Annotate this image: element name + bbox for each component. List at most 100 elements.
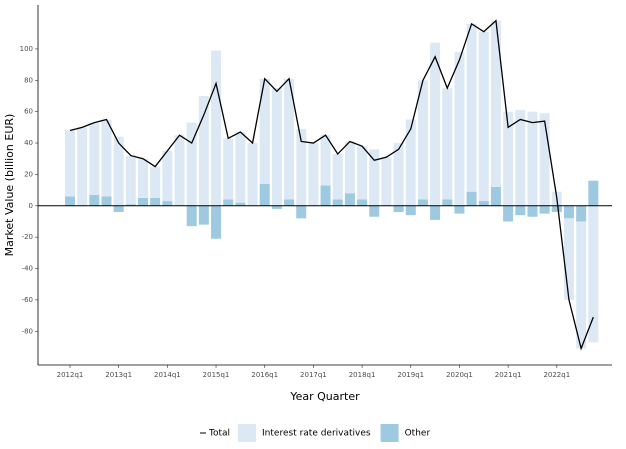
bar-segment [515, 205, 526, 216]
y-tick-label: -40 [22, 265, 33, 273]
x-axis-title: Year Quarter [289, 390, 360, 403]
bar-segment [357, 146, 368, 200]
plot-area [38, 19, 612, 351]
bar-segment [490, 186, 501, 206]
x-tick-label: 2018q1 [349, 371, 376, 379]
bar-segment [125, 155, 136, 205]
bar-segment [539, 113, 550, 206]
bar-segment [527, 111, 538, 206]
x-tick-label: 2015q1 [203, 371, 230, 379]
bar-segment [113, 205, 124, 213]
bar-segment [211, 205, 222, 239]
bar-segment [576, 205, 587, 222]
bar-segment [478, 201, 489, 206]
bar-segment [576, 221, 587, 349]
bar-segment [320, 135, 331, 186]
bar-segment [235, 132, 246, 203]
bar-segment [101, 119, 112, 197]
legend-label: Total [208, 429, 230, 439]
bar-segment [89, 194, 100, 206]
bar-segment [515, 110, 526, 206]
bar-segment [393, 143, 404, 206]
y-tick-label: 40 [24, 139, 33, 147]
bar-segment [442, 199, 453, 206]
total-line [69, 19, 594, 351]
bar-segment [65, 130, 75, 197]
bar-segment [454, 52, 465, 206]
bar-segment [223, 199, 234, 206]
legend-key [380, 424, 399, 442]
bar-segment [235, 202, 246, 206]
bar-segment [381, 157, 392, 206]
bar-segment [503, 111, 514, 206]
x-tick-label: 2017q1 [300, 371, 327, 379]
bar-segment [393, 205, 404, 213]
bar-segment [551, 205, 562, 213]
bar-segment [417, 199, 428, 206]
bar-segment [405, 205, 416, 216]
bar-segment [442, 88, 453, 200]
bar-segment [113, 136, 124, 206]
bar-segment [174, 135, 185, 206]
bar-segment [138, 158, 149, 198]
bar-segment [430, 205, 441, 220]
y-tick-label: 20 [24, 170, 33, 178]
bar-segment [369, 205, 380, 217]
legend-label: Other [405, 429, 431, 439]
bar-segment [466, 23, 477, 192]
bar-segment [150, 166, 161, 198]
bar-segment [101, 196, 112, 206]
x-tick-label: 2013q1 [105, 371, 132, 379]
bar-segment [65, 196, 75, 206]
bar-segment [125, 204, 136, 206]
bar-segment [320, 185, 331, 206]
x-tick-label: 2014q1 [154, 371, 181, 379]
bar-segment [259, 183, 270, 206]
bar-segment [223, 138, 234, 200]
bar-segment [259, 78, 270, 184]
x-tick-label: 2022q1 [543, 371, 570, 379]
bar-segment [478, 31, 489, 202]
bar-segment [369, 149, 380, 206]
bar-segment [186, 205, 197, 227]
bar-segment [198, 205, 209, 225]
y-axis-title: Market Value (billion EUR) [3, 114, 16, 257]
bar-segment [138, 197, 149, 206]
legend-key [238, 424, 257, 442]
y-tick-label: -60 [22, 296, 33, 304]
y-tick-label: 100 [20, 45, 33, 53]
bar-segment [344, 193, 355, 206]
bar-segment [247, 143, 258, 206]
bar-segment [332, 199, 343, 206]
bar-segment [198, 95, 209, 206]
bar-segment [284, 78, 295, 200]
y-tick-label: 80 [24, 76, 33, 84]
bar-segment [296, 205, 307, 219]
bar-segment [89, 122, 100, 195]
y-tick-label: -80 [22, 327, 33, 335]
bar-segment [430, 42, 441, 206]
y-tick-label: -20 [22, 233, 33, 241]
bar-segment [162, 150, 173, 202]
bar-segment [211, 50, 222, 206]
bar-segment [271, 205, 282, 209]
x-tick-label: 2020q1 [446, 371, 473, 379]
bar-segment [332, 154, 343, 200]
bar-segment [454, 205, 465, 214]
bar-segment [563, 218, 574, 300]
bar-segment [539, 205, 550, 214]
bar-segment [490, 20, 501, 187]
y-tick-label: 60 [24, 108, 33, 116]
bar-segment [527, 205, 538, 217]
x-tick-label: 2016q1 [251, 371, 278, 379]
bar-segment [344, 141, 355, 194]
bar-segment [308, 143, 319, 206]
bar-segment [405, 119, 416, 206]
x-tick-label: 2012q1 [57, 371, 84, 379]
bar-segment [296, 128, 307, 206]
legend-label: Interest rate derivatives [262, 429, 371, 439]
bar-segment [357, 199, 368, 206]
y-tick-label: 0 [29, 202, 33, 210]
bar-segment [588, 205, 599, 343]
